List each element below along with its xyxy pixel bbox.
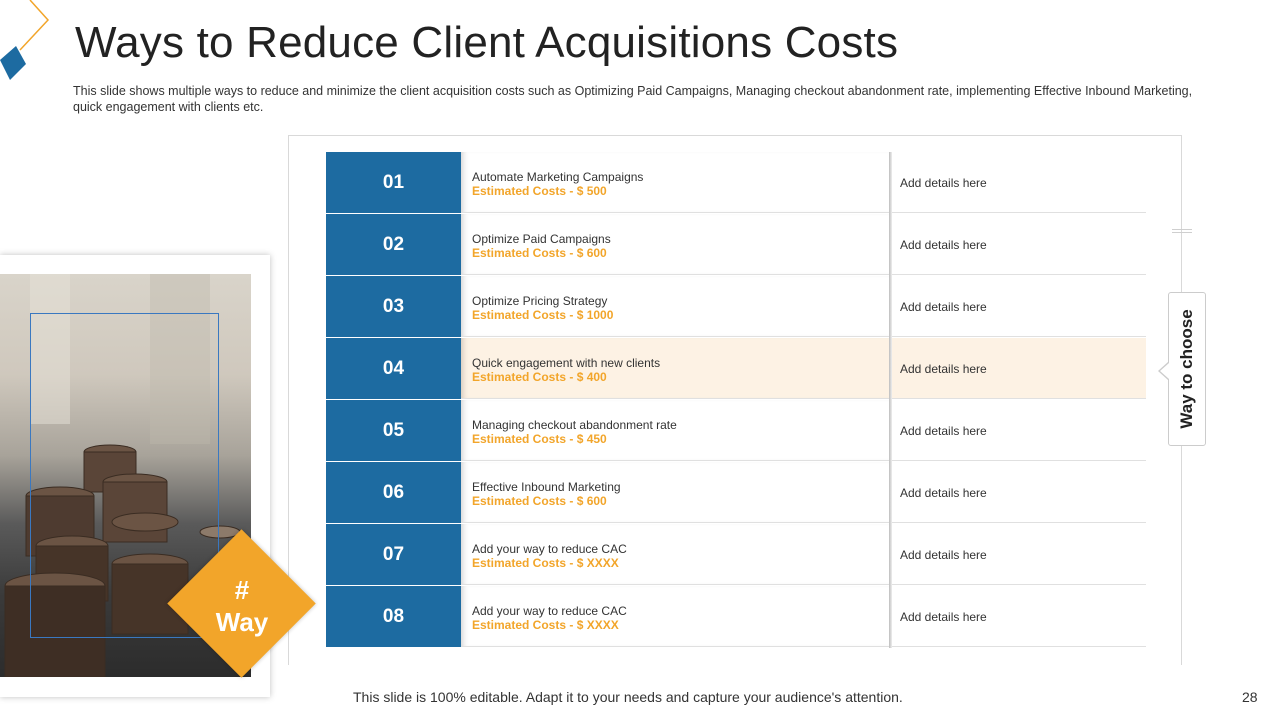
footer-note: This slide is 100% editable. Adapt it to… bbox=[353, 689, 903, 705]
row-details: Add details here bbox=[900, 238, 987, 252]
row-label: Optimize Paid Campaigns bbox=[472, 232, 611, 246]
table-row: 02 Optimize Paid Campaigns Estimated Cos… bbox=[326, 214, 1146, 276]
row-divider bbox=[889, 524, 892, 586]
row-number: 02 bbox=[326, 214, 461, 275]
row-cost: Estimated Costs - $ 600 bbox=[472, 494, 607, 508]
row-content: Automate Marketing Campaigns Estimated C… bbox=[461, 152, 889, 213]
row-content: Quick engagement with new clients Estima… bbox=[461, 338, 889, 399]
row-label: Quick engagement with new clients bbox=[472, 356, 661, 370]
row-label: Add your way to reduce CAC bbox=[472, 604, 627, 618]
row-label: Effective Inbound Marketing bbox=[472, 480, 621, 494]
row-details-cell: Add details here bbox=[892, 462, 1146, 523]
row-details-cell: Add details here bbox=[892, 338, 1146, 399]
row-content: Optimize Paid Campaigns Estimated Costs … bbox=[461, 214, 889, 275]
coins-photo bbox=[0, 274, 251, 677]
row-label: Add your way to reduce CAC bbox=[472, 542, 627, 556]
row-content: Effective Inbound Marketing Estimated Co… bbox=[461, 462, 889, 523]
table-row: 03 Optimize Pricing Strategy Estimated C… bbox=[326, 276, 1146, 338]
row-details-cell: Add details here bbox=[892, 524, 1146, 585]
row-details: Add details here bbox=[900, 362, 987, 376]
row-details-cell: Add details here bbox=[892, 214, 1146, 275]
table-row: 05 Managing checkout abandonment rate Es… bbox=[326, 400, 1146, 462]
callout-pointer-inner bbox=[1160, 363, 1169, 379]
row-cost: Estimated Costs - $ 600 bbox=[472, 246, 607, 260]
row-number: 08 bbox=[326, 586, 461, 647]
table-row: 08 Add your way to reduce CAC Estimated … bbox=[326, 586, 1146, 648]
row-details-cell: Add details here bbox=[892, 586, 1146, 647]
row-details: Add details here bbox=[900, 300, 987, 314]
way-to-choose-callout bbox=[1168, 292, 1206, 446]
way-badge-hash: # bbox=[234, 575, 250, 605]
table-row-highlighted: 04 Quick engagement with new clients Est… bbox=[326, 338, 1146, 400]
photo-outline bbox=[30, 313, 219, 638]
row-number: 01 bbox=[326, 152, 461, 213]
row-cost: Estimated Costs - $ 400 bbox=[472, 370, 607, 384]
corner-decoration-icon bbox=[0, 0, 50, 80]
row-details: Add details here bbox=[900, 610, 987, 624]
row-cost: Estimated Costs - $ 1000 bbox=[472, 308, 614, 322]
row-content: Add your way to reduce CAC Estimated Cos… bbox=[461, 524, 889, 585]
row-details: Add details here bbox=[900, 424, 987, 438]
row-content: Optimize Pricing Strategy Estimated Cost… bbox=[461, 276, 889, 337]
row-cost: Estimated Costs - $ 450 bbox=[472, 432, 607, 446]
row-label: Optimize Pricing Strategy bbox=[472, 294, 608, 308]
table-row: 01 Automate Marketing Campaigns Estimate… bbox=[326, 152, 1146, 214]
row-divider bbox=[889, 276, 892, 338]
row-divider bbox=[889, 462, 892, 524]
way-badge-label: Way bbox=[215, 607, 269, 637]
row-details-cell: Add details here bbox=[892, 400, 1146, 461]
table-row: 07 Add your way to reduce CAC Estimated … bbox=[326, 524, 1146, 586]
row-details: Add details here bbox=[900, 176, 987, 190]
row-details: Add details here bbox=[900, 548, 987, 562]
row-number: 04 bbox=[326, 338, 461, 399]
row-divider bbox=[889, 214, 892, 276]
way-badge-text: # Way bbox=[185, 574, 299, 638]
row-cost: Estimated Costs - $ XXXX bbox=[472, 556, 619, 570]
row-number: 03 bbox=[326, 276, 461, 337]
row-content: Add your way to reduce CAC Estimated Cos… bbox=[461, 586, 889, 647]
way-to-choose-label: Way to choose bbox=[1177, 309, 1196, 429]
row-number: 05 bbox=[326, 400, 461, 461]
row-details: Add details here bbox=[900, 486, 987, 500]
row-label: Managing checkout abandonment rate bbox=[472, 418, 677, 432]
slide-title: Ways to Reduce Client Acquisitions Costs bbox=[75, 18, 899, 67]
row-details-cell: Add details here bbox=[892, 276, 1146, 337]
row-number: 06 bbox=[326, 462, 461, 523]
row-number: 07 bbox=[326, 524, 461, 585]
row-divider bbox=[889, 400, 892, 462]
table-row: 06 Effective Inbound Marketing Estimated… bbox=[326, 462, 1146, 524]
slide-subtitle: This slide shows multiple ways to reduce… bbox=[73, 84, 1193, 114]
row-divider bbox=[889, 152, 892, 214]
row-cost: Estimated Costs - $ 500 bbox=[472, 184, 607, 198]
row-cost: Estimated Costs - $ XXXX bbox=[472, 618, 619, 632]
row-details-cell: Add details here bbox=[892, 152, 1146, 213]
row-label: Automate Marketing Campaigns bbox=[472, 170, 644, 184]
frame-tick-mark bbox=[1172, 229, 1192, 237]
row-divider bbox=[889, 338, 892, 400]
page-number: 28 bbox=[1242, 689, 1258, 705]
row-content: Managing checkout abandonment rate Estim… bbox=[461, 400, 889, 461]
row-divider bbox=[889, 586, 892, 648]
